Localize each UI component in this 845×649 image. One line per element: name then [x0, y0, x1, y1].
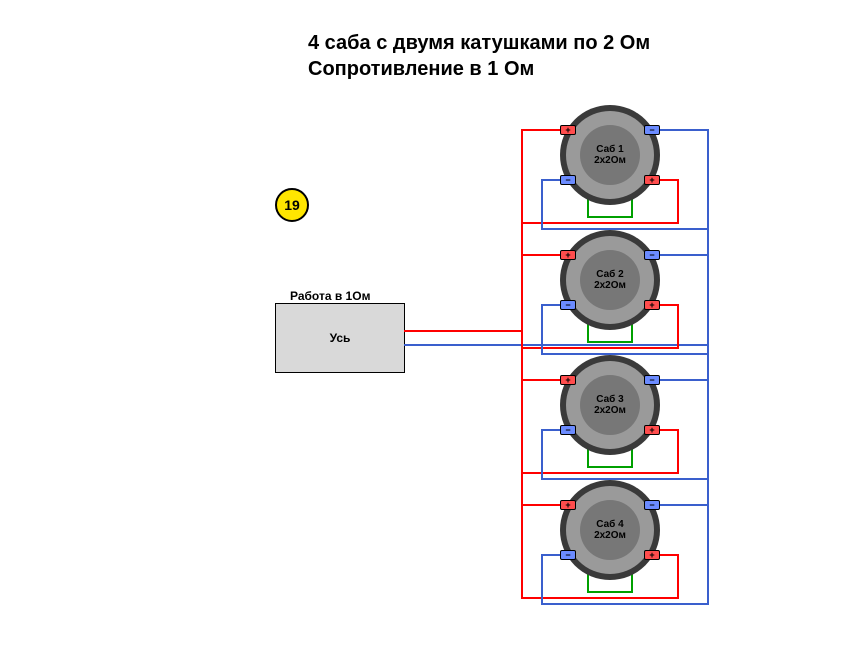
sub-label: Саб 1	[596, 144, 623, 155]
terminal-coil1-neg: −	[644, 125, 660, 135]
terminal-coil2-neg: −	[560, 425, 576, 435]
subwoofer-2: Саб 22x2Ом + − − +	[560, 230, 660, 330]
terminal-coil1-pos: +	[560, 250, 576, 260]
subwoofer-3: Саб 32x2Ом + − − +	[560, 355, 660, 455]
work-mode-label: Работа в 1Ом	[290, 289, 370, 303]
sub-cone: Саб 22x2Ом	[580, 250, 640, 310]
amplifier-box: Усь	[275, 303, 405, 373]
amplifier-label: Усь	[330, 331, 351, 345]
terminal-coil2-neg: −	[560, 175, 576, 185]
sub-spec: 2x2Ом	[594, 405, 626, 416]
sub-label: Саб 3	[596, 394, 623, 405]
subwoofer-1: Саб 12x2Ом + − − +	[560, 105, 660, 205]
terminal-coil2-pos: +	[644, 300, 660, 310]
sub-spec: 2x2Ом	[594, 530, 626, 541]
terminal-coil1-neg: −	[644, 375, 660, 385]
sub-label: Саб 2	[596, 269, 623, 280]
sub-spec: 2x2Ом	[594, 280, 626, 291]
terminal-coil1-pos: +	[560, 375, 576, 385]
wiring-layer	[0, 0, 845, 649]
terminal-coil2-pos: +	[644, 175, 660, 185]
sub-label: Саб 4	[596, 519, 623, 530]
sub-cone: Саб 12x2Ом	[580, 125, 640, 185]
sub-cone: Саб 42x2Ом	[580, 500, 640, 560]
badge-text: 19	[284, 197, 300, 213]
terminal-coil2-pos: +	[644, 550, 660, 560]
terminal-coil1-neg: −	[644, 250, 660, 260]
terminal-coil2-pos: +	[644, 425, 660, 435]
sub-cone: Саб 32x2Ом	[580, 375, 640, 435]
diagram-title: 4 саба с двумя катушками по 2 Ом Сопроти…	[308, 30, 650, 82]
terminal-coil1-pos: +	[560, 125, 576, 135]
diagram-number-badge: 19	[275, 188, 309, 222]
sub-spec: 2x2Ом	[594, 155, 626, 166]
terminal-coil2-neg: −	[560, 300, 576, 310]
subwoofer-4: Саб 42x2Ом + − − +	[560, 480, 660, 580]
terminal-coil1-pos: +	[560, 500, 576, 510]
title-line-2: Сопротивление в 1 Ом	[308, 56, 650, 82]
title-line-1: 4 саба с двумя катушками по 2 Ом	[308, 30, 650, 56]
terminal-coil2-neg: −	[560, 550, 576, 560]
terminal-coil1-neg: −	[644, 500, 660, 510]
